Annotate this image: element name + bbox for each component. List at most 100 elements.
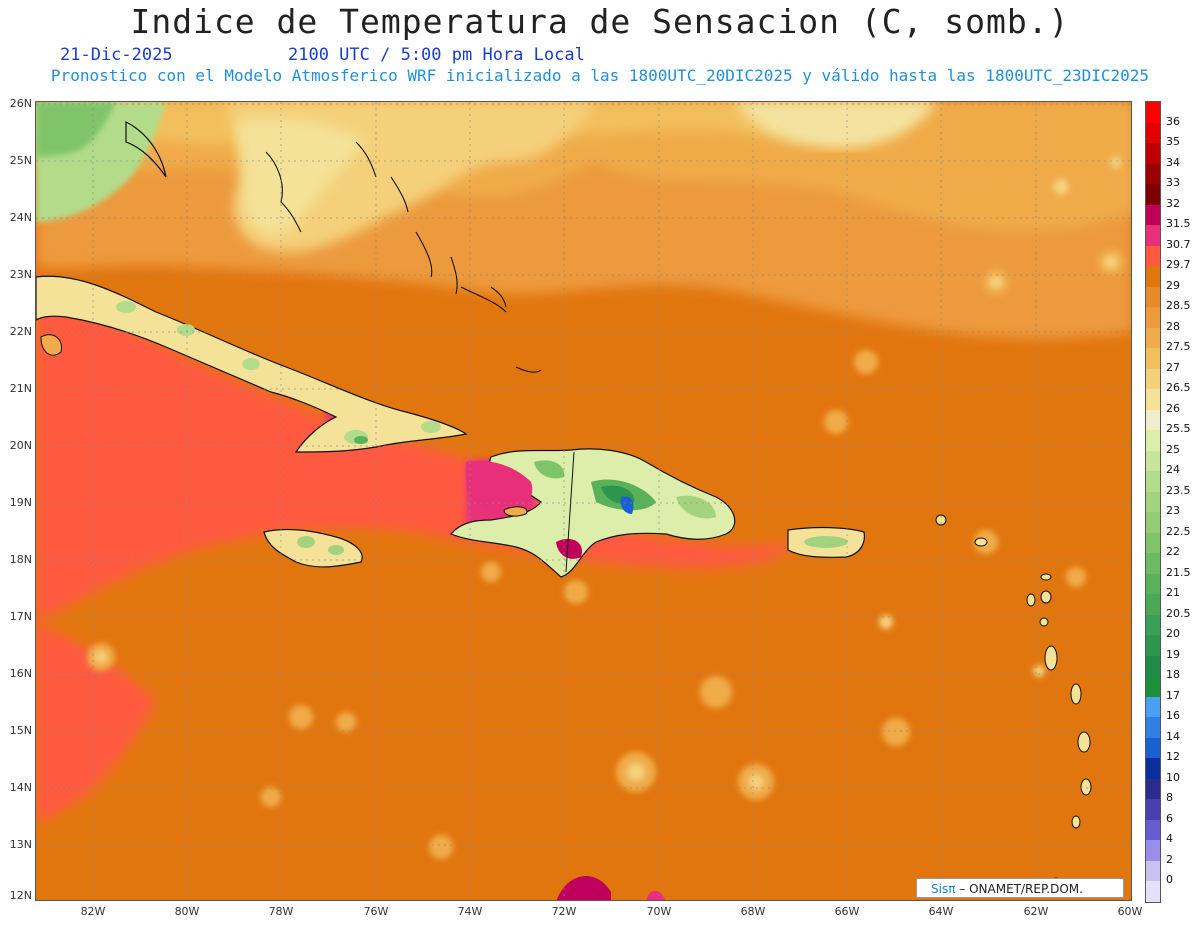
lat-label: 23N (9, 268, 32, 281)
colorbar-segment (1146, 450, 1160, 472)
haiti-dr-border (565, 451, 575, 573)
lat-label: 26N (9, 97, 32, 110)
lat-label: 22N (9, 325, 32, 338)
lat-label: 14N (9, 781, 32, 794)
colorbar-segment (1146, 471, 1160, 493)
graticule (36, 102, 1131, 900)
model-info: Pronostico con el Modelo Atmosferico WRF… (50, 66, 1150, 85)
forecast-date: 21-Dic-2025 (60, 45, 173, 65)
colorbar-tick-label: 29 (1166, 278, 1180, 292)
colorbar-segment (1146, 348, 1160, 370)
colorbar-segment (1146, 532, 1160, 554)
lon-label: 72W (551, 905, 577, 918)
colorbar-segment (1146, 840, 1160, 862)
colorbar-tick-label: 30.7 (1166, 237, 1191, 251)
colorbar-tick-label: 23 (1166, 504, 1180, 518)
colorbar-tick-label: 24 (1166, 463, 1180, 477)
colorbar-segment (1146, 512, 1160, 534)
lon-label: 74W (457, 905, 483, 918)
hot-spot-south (556, 876, 611, 900)
colorbar-tick-label: 27.5 (1166, 340, 1191, 354)
colorbar-segment (1146, 881, 1160, 903)
colorbar-tick-label: 35 (1166, 135, 1180, 149)
lat-label: 18N (9, 553, 32, 566)
lat-label: 12N (9, 889, 32, 902)
colorbar-tick-label: 33 (1166, 176, 1180, 190)
colorbar-segment (1146, 491, 1160, 513)
colorbar-tick-label: 17 (1166, 688, 1180, 702)
map-field (36, 102, 1131, 900)
lat-label: 16N (9, 667, 32, 680)
colorbar-tick-label: 23.5 (1166, 483, 1191, 497)
lon-label: 76W (363, 905, 389, 918)
colorbar-tick-label: 6 (1166, 811, 1173, 825)
credit-brand: Sisπ (931, 882, 956, 896)
colorbar-tick-label: 27 (1166, 360, 1180, 374)
lon-label: 62W (1023, 905, 1049, 918)
colorbar-tick-label: 4 (1166, 832, 1173, 846)
colorbar-segment (1146, 635, 1160, 657)
colorbar-tick-label: 21.5 (1166, 565, 1191, 579)
colorbar-segment (1146, 614, 1160, 636)
haiti-hot-2 (556, 538, 582, 559)
colorbar-tick-label: 16 (1166, 709, 1180, 723)
colorbar-tick-label: 19 (1166, 647, 1180, 661)
lon-label: 68W (740, 905, 766, 918)
colorbar (1145, 101, 1161, 903)
colorbar-segment (1146, 676, 1160, 698)
colorbar-tick-label: 0 (1166, 873, 1173, 887)
colorbar-segment (1146, 307, 1160, 329)
colorbar-segment (1146, 163, 1160, 185)
lon-label: 60W (1117, 905, 1143, 918)
colorbar-tick-label: 12 (1166, 750, 1180, 764)
colorbar-segment (1146, 225, 1160, 247)
florida-coast (125, 121, 167, 178)
colorbar-segment (1146, 266, 1160, 288)
credit-label: Sisπ – ONAMET/REP.DOM. (916, 878, 1124, 898)
colorbar-segment (1146, 758, 1160, 780)
lat-label: 13N (9, 838, 32, 851)
colorbar-segment (1146, 717, 1160, 739)
lon-label: 82W (80, 905, 106, 918)
lon-label: 78W (268, 905, 294, 918)
colorbar-segment (1146, 655, 1160, 677)
puerto-rico-green (804, 536, 848, 548)
colorbar-segment (1146, 860, 1160, 882)
colorbar-segment (1146, 594, 1160, 616)
lon-label: 80W (174, 905, 200, 918)
colorbar-tick-label: 20.5 (1166, 606, 1191, 620)
colorbar-segment (1146, 204, 1160, 226)
colorbar-tick-label: 26 (1166, 401, 1180, 415)
colorbar-segment (1146, 368, 1160, 390)
colorbar-segment (1146, 409, 1160, 431)
colorbar-tick-label: 25 (1166, 442, 1180, 456)
colorbar-segment (1146, 184, 1160, 206)
florida-cooler (36, 102, 116, 157)
lat-label: 15N (9, 724, 32, 737)
lon-label: 66W (834, 905, 860, 918)
colorbar-tick-label: 18 (1166, 668, 1180, 682)
warm-zone-west (36, 622, 156, 822)
colorbar-tick-label: 28 (1166, 319, 1180, 333)
lat-label: 19N (9, 496, 32, 509)
chart-title: Indice de Temperatura de Sensacion (C, s… (130, 2, 1070, 41)
colorbar-segment (1146, 286, 1160, 308)
lon-label: 70W (646, 905, 672, 918)
colorbar-tick-label: 2 (1166, 852, 1173, 866)
lat-label: 24N (9, 211, 32, 224)
colorbar-segment (1146, 389, 1160, 411)
jamaica-green (297, 536, 344, 555)
colorbar-tick-label: 8 (1166, 791, 1173, 805)
forecast-time: 2100 UTC / 5:00 pm Hora Local (288, 45, 585, 65)
colorbar-tick-label: 10 (1166, 770, 1180, 784)
colorbar-tick-label: 22.5 (1166, 524, 1191, 538)
colorbar-segment (1146, 553, 1160, 575)
colorbar-tick-label: 31.5 (1166, 217, 1191, 231)
colorbar-tick-label: 34 (1166, 155, 1180, 169)
colorbar-segment (1146, 799, 1160, 821)
haiti-green (534, 460, 565, 479)
dr-east-green (676, 495, 716, 519)
lat-label: 17N (9, 610, 32, 623)
hot-spot-south-2 (646, 890, 666, 900)
lon-label: 64W (928, 905, 954, 918)
